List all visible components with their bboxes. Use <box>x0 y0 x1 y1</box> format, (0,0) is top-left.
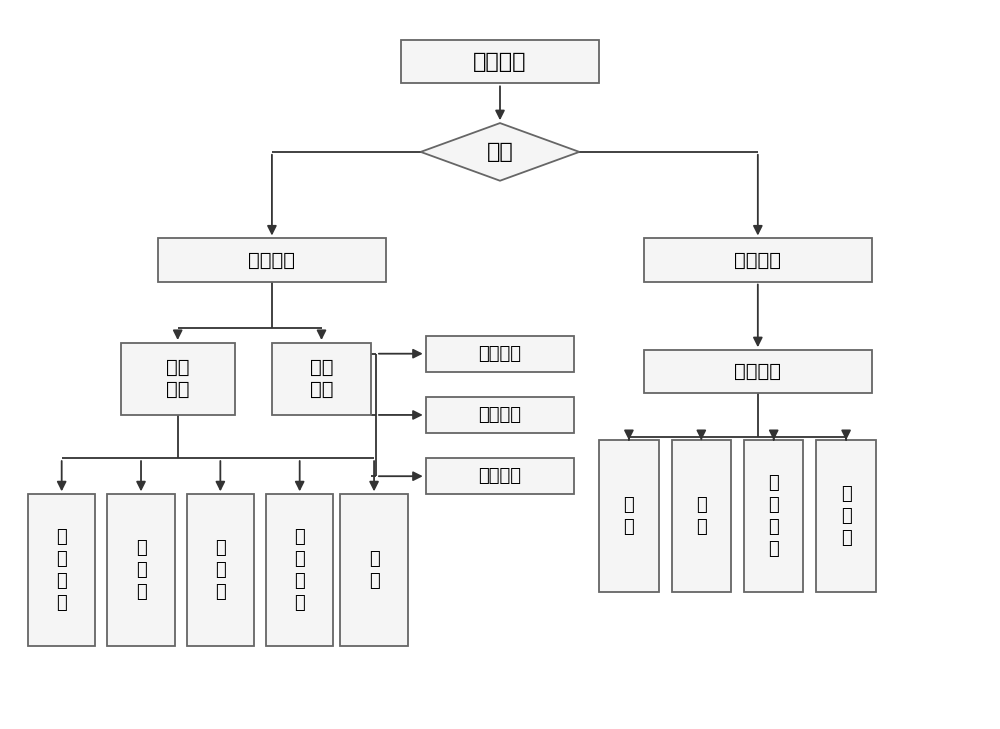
Text: 厚
度: 厚 度 <box>696 496 707 536</box>
Text: 岩
性
止: 岩 性 止 <box>215 539 226 601</box>
Bar <box>599 440 659 591</box>
Text: 颜
色: 颜 色 <box>369 550 379 590</box>
Bar <box>272 343 371 415</box>
Bar <box>644 350 872 394</box>
Bar <box>28 494 95 646</box>
Text: 水文数据: 水文数据 <box>734 251 781 270</box>
Bar <box>426 397 574 433</box>
Bar <box>426 459 574 494</box>
Text: 蚀变位置: 蚀变位置 <box>479 345 522 363</box>
Text: 地层年代: 地层年代 <box>734 362 781 381</box>
Bar <box>426 335 574 372</box>
Bar <box>401 40 599 83</box>
Bar <box>158 238 386 281</box>
Text: 核心数据: 核心数据 <box>473 52 527 72</box>
Bar <box>744 440 803 591</box>
Text: 地
层
年
代: 地 层 年 代 <box>294 528 305 612</box>
Bar <box>340 494 408 646</box>
Text: 岩
性
起: 岩 性 起 <box>136 539 146 601</box>
Polygon shape <box>421 123 579 181</box>
Bar <box>672 440 731 591</box>
Text: 夹
层
数: 夹 层 数 <box>841 485 851 547</box>
Text: 地质数据: 地质数据 <box>248 251 295 270</box>
Bar <box>121 343 235 415</box>
Bar <box>816 440 876 591</box>
Text: 蚀变强度: 蚀变强度 <box>479 467 522 486</box>
Text: 蚀变
信息: 蚀变 信息 <box>310 359 333 399</box>
Text: 岩
石
名
称: 岩 石 名 称 <box>56 528 67 612</box>
Bar <box>107 494 175 646</box>
Text: 地层
数据: 地层 数据 <box>166 359 189 399</box>
Text: 蚀变名称: 蚀变名称 <box>479 406 522 424</box>
Text: 包含: 包含 <box>487 142 513 162</box>
Bar <box>187 494 254 646</box>
Text: 夹
层
厚
度: 夹 层 厚 度 <box>768 474 779 558</box>
Text: 埋
深: 埋 深 <box>624 496 634 536</box>
Bar <box>644 238 872 281</box>
Bar <box>266 494 333 646</box>
